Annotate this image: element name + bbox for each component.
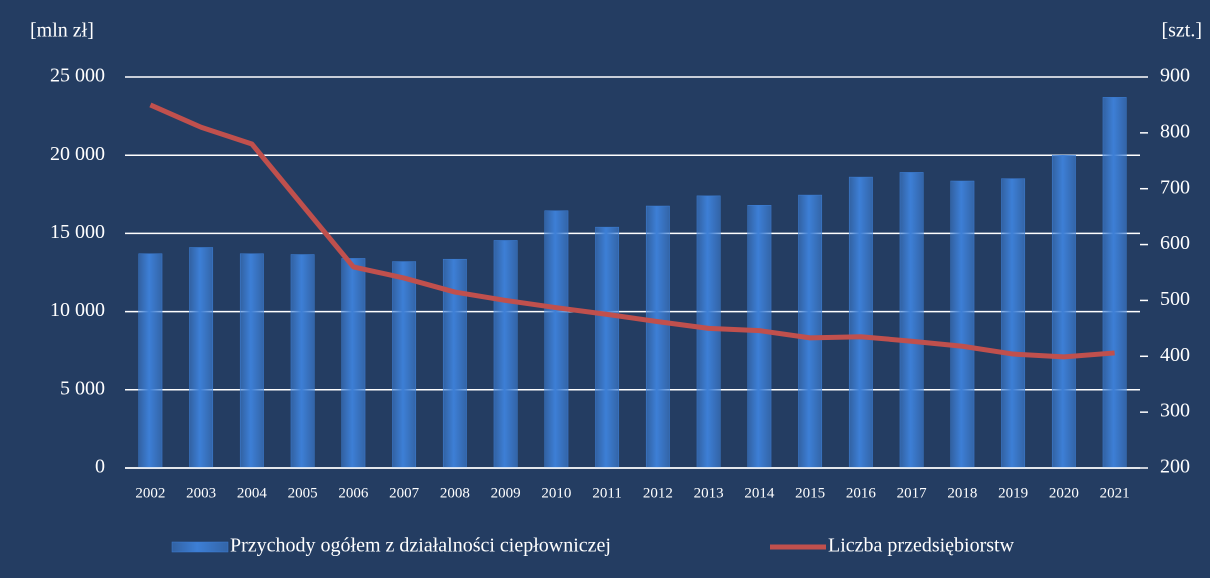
bar bbox=[747, 204, 772, 469]
x-tick-label: 2019 bbox=[998, 485, 1028, 501]
x-tick-label: 2007 bbox=[389, 485, 420, 501]
x-tick-label: 2005 bbox=[288, 485, 318, 501]
x-tick-label: 2008 bbox=[440, 485, 470, 501]
bar bbox=[544, 210, 569, 469]
x-tick-label: 2002 bbox=[135, 485, 165, 501]
y-tick-label: 15 000 bbox=[50, 221, 105, 243]
y-tick-label: 20 000 bbox=[50, 143, 105, 165]
bar bbox=[392, 261, 417, 469]
bar bbox=[848, 176, 873, 469]
legend-swatch bbox=[171, 541, 229, 553]
bar bbox=[950, 180, 975, 469]
y2-tick-label: 700 bbox=[1160, 176, 1190, 198]
bar bbox=[696, 195, 721, 469]
bar bbox=[1051, 154, 1076, 469]
y2-tick-label: 300 bbox=[1160, 400, 1190, 422]
x-tick-label: 2017 bbox=[897, 485, 928, 501]
bar bbox=[138, 253, 163, 469]
y2-axis-label: [szt.] bbox=[1161, 20, 1202, 42]
x-tick-label: 2020 bbox=[1049, 485, 1079, 501]
x-tick-label: 2011 bbox=[592, 485, 621, 501]
x-tick-label: 2015 bbox=[795, 485, 825, 501]
line bbox=[149, 102, 1115, 360]
x-tick-label: 2014 bbox=[744, 485, 775, 501]
legend-label: Przychody ogółem z działalności ciepłown… bbox=[230, 535, 611, 557]
bar bbox=[645, 205, 670, 469]
x-tick-label: 2016 bbox=[846, 485, 877, 501]
x-tick-label: 2006 bbox=[338, 485, 369, 501]
x-tick-label: 2012 bbox=[643, 485, 673, 501]
y2-tick-label: 400 bbox=[1160, 344, 1190, 366]
x-tick-label: 2021 bbox=[1100, 485, 1130, 501]
bar bbox=[290, 254, 315, 469]
bar bbox=[595, 226, 620, 469]
x-tick-label: 2013 bbox=[694, 485, 724, 501]
x-tick-label: 2010 bbox=[541, 485, 571, 501]
x-tick-label: 2018 bbox=[947, 485, 977, 501]
y2-tick-label: 500 bbox=[1160, 288, 1190, 310]
y2-tick-label: 800 bbox=[1160, 120, 1190, 142]
y-tick-label: 25 000 bbox=[50, 65, 105, 87]
y-tick-label: 0 bbox=[95, 456, 105, 478]
y2-tick-label: 200 bbox=[1160, 456, 1190, 478]
x-tick-label: 2003 bbox=[186, 485, 216, 501]
y2-tick-label: 600 bbox=[1160, 232, 1190, 254]
y-tick-label: 10 000 bbox=[50, 299, 105, 321]
bar bbox=[341, 258, 366, 469]
y-tick-label: 5 000 bbox=[60, 377, 105, 399]
y-axis-label: [mln zł] bbox=[30, 20, 94, 42]
legend-label: Liczba przedsiębiorstw bbox=[828, 535, 1015, 557]
bar bbox=[1102, 97, 1127, 469]
bar bbox=[189, 247, 214, 469]
bar bbox=[899, 172, 924, 469]
bar bbox=[1001, 178, 1026, 469]
y2-tick-label: 900 bbox=[1160, 65, 1190, 87]
x-tick-label: 2004 bbox=[237, 485, 268, 501]
bar bbox=[239, 253, 264, 469]
x-tick-label: 2009 bbox=[491, 485, 521, 501]
bar bbox=[798, 194, 823, 469]
bar bbox=[493, 240, 518, 469]
